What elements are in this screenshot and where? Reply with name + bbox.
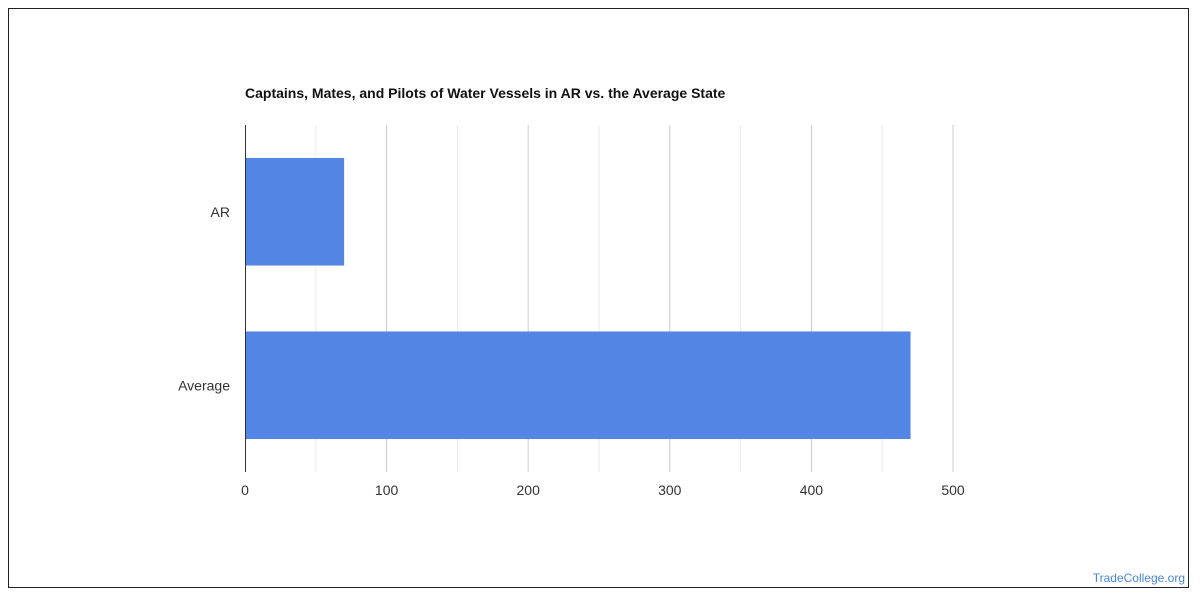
labels: AR Average 0 100 200 300 400 500 (178, 204, 965, 498)
chart-title: Captains, Mates, and Pilots of Water Ves… (245, 85, 726, 101)
bar-average (245, 331, 911, 440)
x-tick-label: 100 (375, 482, 399, 498)
bar-ar (245, 157, 345, 266)
x-tick-label: 400 (800, 482, 824, 498)
x-tick-label: 500 (941, 482, 965, 498)
x-tick-label: 0 (241, 482, 249, 498)
x-tick-label: 300 (658, 482, 682, 498)
bars (245, 157, 911, 440)
category-label: Average (178, 377, 230, 393)
category-label: AR (211, 204, 230, 220)
watermark: TradeCollege.org (1092, 571, 1185, 585)
x-tick-label: 200 (517, 482, 541, 498)
